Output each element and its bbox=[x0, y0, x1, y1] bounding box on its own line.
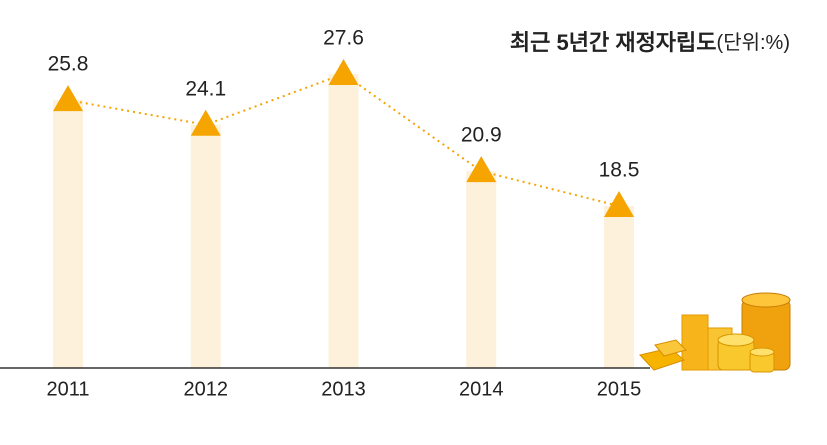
marker bbox=[190, 109, 221, 136]
bar bbox=[53, 100, 83, 368]
data-label: 24.1 bbox=[185, 77, 226, 100]
coins-illustration bbox=[639, 292, 791, 373]
data-label: 18.5 bbox=[599, 159, 640, 182]
bar bbox=[466, 171, 497, 368]
chart-title-line: 최근 5년간 재정자립도(단위:%) bbox=[510, 30, 790, 55]
bar bbox=[604, 206, 634, 368]
marker bbox=[604, 191, 634, 217]
data-label: 20.9 bbox=[461, 124, 502, 147]
marker bbox=[328, 59, 359, 85]
data-label: 25.8 bbox=[48, 53, 89, 76]
marker bbox=[53, 85, 83, 112]
x-tick-label: 2014 bbox=[459, 378, 504, 400]
unit-label: (단위:%) bbox=[717, 31, 790, 54]
data-label: 27.6 bbox=[323, 27, 364, 50]
chart-title: 최근 5년간 재정자립도 bbox=[510, 30, 717, 55]
x-tick-label: 2015 bbox=[597, 378, 642, 400]
marker bbox=[466, 156, 497, 183]
x-tick-label: 2012 bbox=[184, 378, 229, 400]
x-tick-label: 2013 bbox=[321, 378, 366, 400]
bars bbox=[53, 74, 634, 369]
bar bbox=[190, 124, 221, 369]
x-tick-label: 2011 bbox=[46, 378, 89, 400]
bar bbox=[328, 74, 359, 368]
